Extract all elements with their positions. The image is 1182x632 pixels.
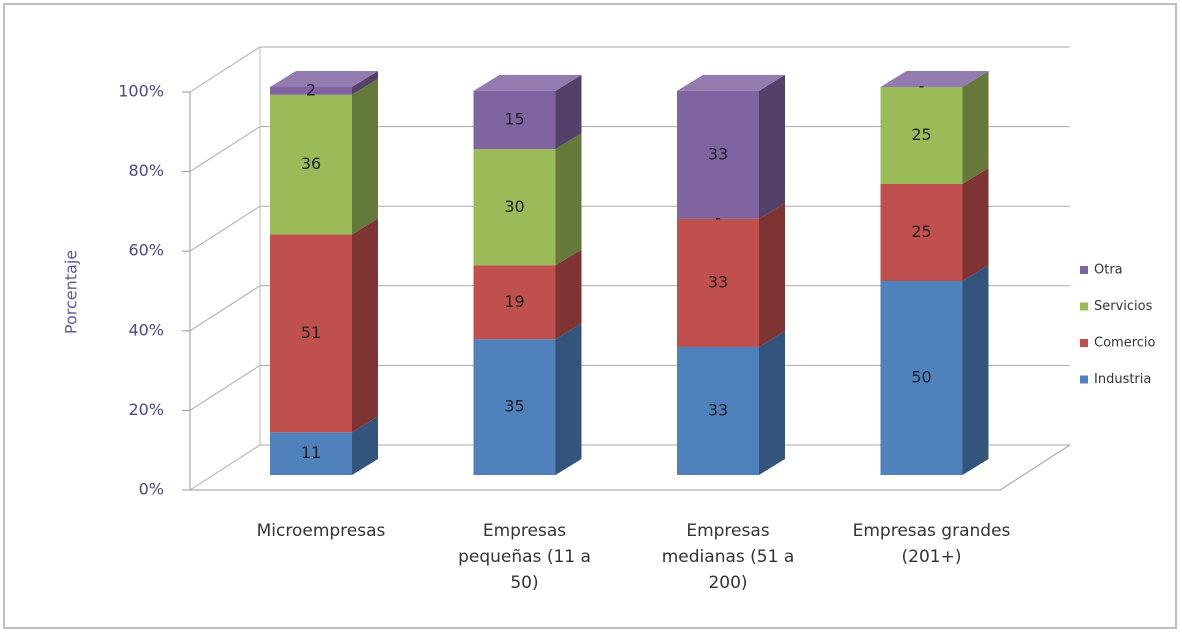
grid-line [189,126,1070,173]
bar-side [962,71,989,184]
legend-swatch [1080,266,1088,274]
grid-line [189,444,1070,491]
x-tick-label: Empresas pequeñas (11 a 50) [458,521,591,593]
bar-segment [880,87,963,184]
y-axis-title: Porcentaje [62,250,81,334]
value-label: 25 [911,222,931,241]
value-label: - [919,77,925,96]
bar-side [555,74,582,150]
bar-side [962,265,989,475]
value-label: 50 [911,368,931,387]
bar-segment [677,218,759,347]
value-label: 19 [504,292,524,311]
bar-segment [270,94,352,235]
value-label: 25 [911,125,931,144]
bar-segment [677,346,759,475]
legend-label: Comercio [1094,336,1156,351]
y-tick-label: 60% [128,241,164,260]
floor-edge [190,444,1071,491]
legend-swatch [1080,302,1088,311]
y-tick-label: 20% [128,400,164,419]
bar-top [270,71,378,87]
bar-side [759,202,785,347]
bar-segment [270,432,352,475]
value-label: - [715,208,721,227]
value-label: 33 [708,144,728,163]
legend-label: Servicios [1094,299,1153,314]
value-label: 30 [504,197,524,216]
bar-top [677,74,785,91]
y-tick-label: 80% [128,161,164,180]
bar-segment [473,90,556,150]
bar-side [555,133,582,266]
bar-side [352,218,378,433]
grid-line [189,364,1070,411]
x-tick-label: Empresas grandes (201+) [852,521,1011,567]
x-tick-label: Microempresas [256,521,386,541]
y-tick-label: 0% [139,480,164,499]
value-label: 11 [301,443,321,462]
bar-side [555,249,582,340]
bar-segment [880,184,963,281]
value-label: 15 [504,109,524,128]
value-label: 51 [301,323,321,342]
bar-side [962,168,989,281]
bar-side [555,323,582,475]
bar-segment [677,90,759,219]
legend-label: Industria [1094,372,1151,387]
bar-side [352,416,378,475]
grid-line [189,46,1070,93]
grid-line [189,285,1070,332]
value-label: 2 [306,80,316,99]
value-label: 33 [708,400,728,419]
bar-segment [473,265,556,340]
bar-segment [270,87,352,95]
y-tick-label: 40% [128,320,164,339]
bar-top [473,74,582,91]
bar-segment [270,234,352,433]
bar-side [352,78,378,235]
grid-line [189,205,1070,252]
legend-swatch [1080,339,1088,347]
bar-segment [880,281,963,475]
bar-top [880,71,989,87]
value-label: 33 [708,272,728,291]
legend-swatch [1080,375,1088,384]
bar-side [759,330,785,475]
y-tick-label: 100% [118,82,164,101]
bar-segment [473,149,556,266]
bar-side [352,71,378,95]
value-label: 35 [504,397,524,416]
x-tick-label: Empresas medianas (51 a 200) [661,521,795,593]
value-label: 36 [301,154,321,173]
legend-label: Otra [1094,263,1123,278]
bar-segment [473,339,556,475]
bar-side [759,74,785,219]
